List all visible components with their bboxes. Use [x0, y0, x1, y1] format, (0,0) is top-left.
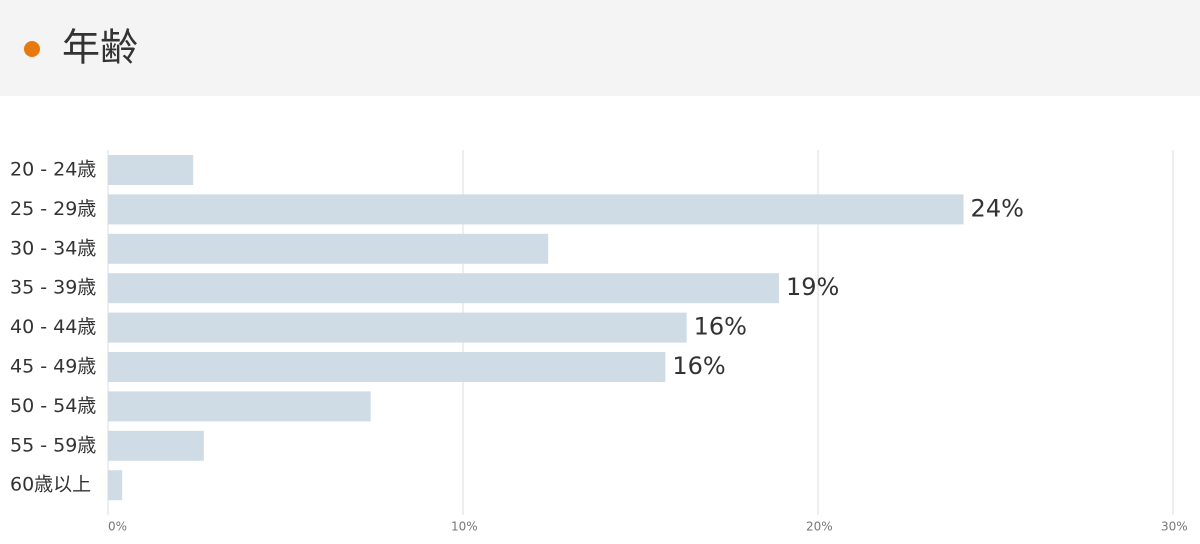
y-tick-label: 45 - 49歳 — [10, 356, 96, 378]
bar — [108, 430, 204, 461]
bar — [108, 155, 194, 185]
x-tick-label: 10% — [451, 520, 478, 534]
bar — [108, 273, 779, 304]
y-tick-label: 50 - 54歳 — [10, 395, 96, 417]
title-marker — [24, 41, 40, 57]
y-tick-label: 35 - 39歳 — [10, 277, 96, 299]
bar — [108, 470, 123, 501]
y-tick-label: 30 - 34歳 — [10, 237, 96, 259]
y-tick-label: 60歳以上 — [10, 474, 91, 496]
data-label: 19% — [786, 273, 839, 301]
data-label: 24% — [971, 194, 1024, 222]
chart-title: 年齢 — [62, 26, 138, 70]
bar — [108, 194, 964, 225]
y-tick-label: 20 - 24歳 — [10, 159, 96, 181]
data-label: 16% — [672, 352, 725, 380]
bar — [108, 233, 549, 264]
x-tick-label: 30% — [1161, 520, 1188, 534]
x-tick-label: 0% — [108, 520, 127, 534]
x-tick-label: 20% — [806, 520, 833, 534]
y-tick-label: 55 - 59歳 — [10, 434, 96, 456]
y-tick-label: 25 - 29歳 — [10, 198, 96, 220]
header-band — [0, 0, 1200, 96]
data-label: 16% — [694, 313, 747, 341]
bar — [108, 352, 666, 382]
bar — [108, 312, 687, 343]
bar — [108, 391, 371, 422]
y-tick-label: 40 - 44歳 — [10, 316, 96, 338]
